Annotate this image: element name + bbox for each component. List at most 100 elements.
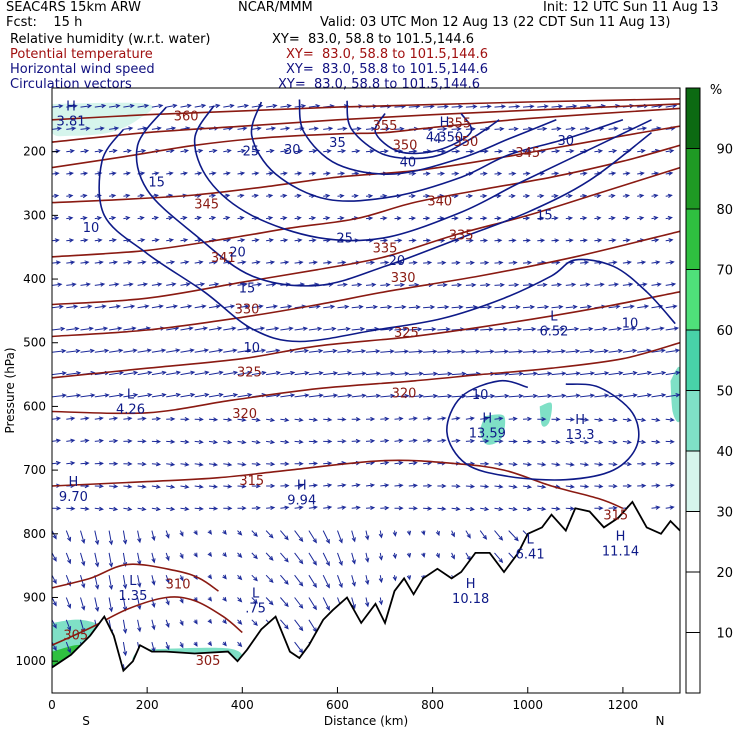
circulation-vector <box>394 304 407 310</box>
circulation-vector <box>66 260 76 265</box>
circulation-vector <box>365 393 381 399</box>
circulation-vector <box>594 484 604 489</box>
circulation-vector <box>351 483 361 488</box>
circulation-vector <box>537 439 547 444</box>
circulation-vector <box>66 304 79 309</box>
circulation-vector <box>265 530 274 539</box>
circulation-vector <box>494 349 509 354</box>
circulation-vector <box>508 439 518 444</box>
circulation-vector <box>408 238 417 243</box>
circulation-vector <box>508 393 524 399</box>
circulation-vector <box>151 171 160 176</box>
rh-shaded-region <box>539 402 553 427</box>
circulation-vector <box>451 371 467 377</box>
circulation-vector <box>565 393 581 398</box>
colorbar-tick-label: 60 <box>716 324 733 339</box>
circulation-vector <box>308 619 317 633</box>
extremum-value: 6.41 <box>516 548 545 563</box>
circulation-vector <box>109 304 122 309</box>
circulation-vector <box>580 126 591 131</box>
circulation-vector <box>151 126 162 131</box>
circulation-vector <box>66 193 74 199</box>
circulation-vector <box>122 575 128 590</box>
circulation-vector <box>537 282 548 288</box>
circulation-vector <box>194 439 204 445</box>
model-label: SEAC4RS 15km ARW <box>6 0 142 15</box>
circulation-vector <box>194 417 204 422</box>
theta-contour-label: 305 <box>196 654 221 669</box>
circulation-vector <box>66 393 82 398</box>
circulation-vector <box>508 282 520 288</box>
wind-isotach-40 <box>374 113 473 155</box>
circulation-vector <box>94 461 104 466</box>
circulation-vector <box>207 574 212 580</box>
circulation-vector <box>109 193 117 199</box>
colorbar-tick-label: 10 <box>716 627 733 642</box>
circulation-vector <box>52 304 64 310</box>
circulation-vector <box>109 126 120 131</box>
circulation-vector <box>365 552 370 563</box>
circulation-vector <box>494 552 504 564</box>
wind-isotach-10 <box>446 379 640 481</box>
circulation-vector <box>223 148 232 154</box>
circulation-vector <box>594 393 610 398</box>
extremum-marker: L <box>129 574 137 589</box>
circulation-vector <box>437 282 448 288</box>
circulation-vector <box>108 575 114 591</box>
circulation-vector <box>109 238 117 243</box>
circulation-vector <box>423 238 432 243</box>
section-start-label: S <box>82 714 90 728</box>
theta-contour-315 <box>52 459 624 510</box>
extremum-value: 13.3 <box>566 428 595 443</box>
circulation-vector <box>594 282 605 287</box>
circulation-vector <box>322 597 330 611</box>
circulation-vector <box>337 371 353 376</box>
circulation-vector <box>208 260 218 265</box>
circulation-vector <box>194 171 203 176</box>
circulation-vector <box>465 260 475 266</box>
circulation-vector <box>365 304 379 310</box>
circulation-vector <box>265 574 274 584</box>
circulation-vector <box>480 304 493 310</box>
circulation-vector <box>522 260 533 265</box>
circulation-vector <box>551 104 564 109</box>
circulation-vector <box>151 103 164 109</box>
rh-shaded-region <box>480 414 506 445</box>
circulation-vector <box>94 506 104 511</box>
circulation-vector <box>151 439 162 444</box>
circulation-vector <box>608 260 618 265</box>
circulation-vector <box>337 393 353 398</box>
circulation-vector <box>65 619 72 632</box>
circulation-vector <box>435 552 440 559</box>
circulation-vector <box>237 348 252 353</box>
circulation-vector <box>651 439 661 444</box>
circulation-vector <box>594 506 604 511</box>
circulation-vector <box>52 104 64 109</box>
circulation-vector <box>580 393 596 398</box>
circulation-vector <box>551 462 561 467</box>
circulation-vector <box>266 304 279 309</box>
circulation-vector <box>637 216 645 221</box>
circulation-vector <box>494 282 505 288</box>
circulation-vector <box>494 260 504 265</box>
circulation-vector <box>80 393 96 398</box>
circulation-vector <box>180 260 190 265</box>
circulation-vector <box>308 530 317 544</box>
circulation-vector <box>465 149 475 154</box>
circulation-vector <box>151 597 156 609</box>
circulation-vector <box>522 439 533 444</box>
circulation-vector <box>423 304 436 310</box>
circulation-vector <box>637 126 648 131</box>
circulation-vector <box>80 506 90 511</box>
circulation-vector <box>651 393 667 398</box>
circulation-vector <box>465 216 474 221</box>
circulation-vector <box>251 505 261 511</box>
circulation-vector <box>294 505 304 510</box>
circulation-vector <box>109 326 123 331</box>
circulation-vector <box>323 216 331 221</box>
circulation-vector <box>294 148 304 154</box>
circulation-vector <box>437 438 447 444</box>
extremum-value: 9.94 <box>287 493 316 508</box>
wind-isotach-label: 30 <box>558 134 575 149</box>
circulation-vector <box>608 326 623 332</box>
